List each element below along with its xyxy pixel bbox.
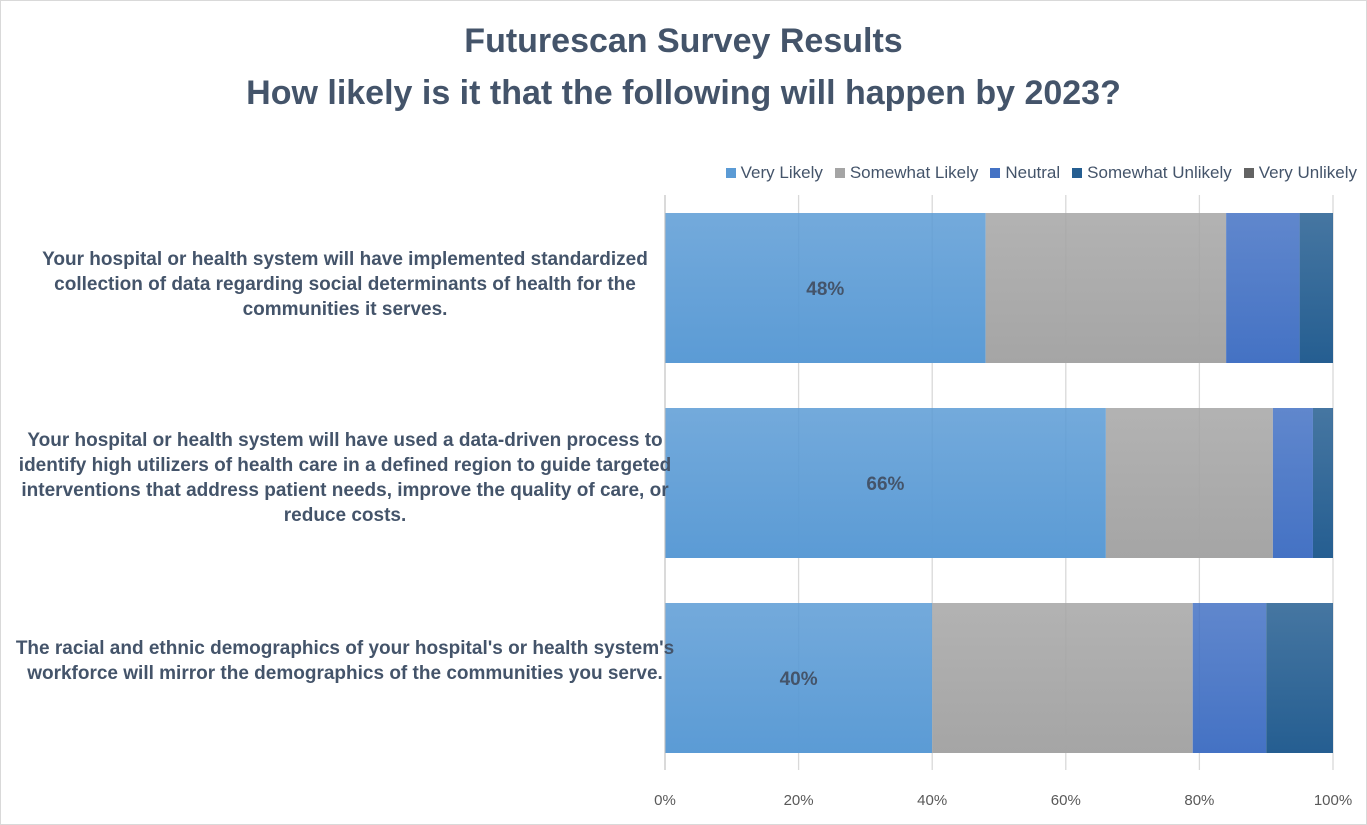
- legend-label: Very Likely: [740, 163, 823, 182]
- data-label: 40%: [780, 669, 818, 690]
- bar-segment-very-likely: [665, 213, 986, 363]
- bar-segment-neutral: [1226, 213, 1300, 363]
- legend-label: Very Unlikely: [1258, 163, 1357, 182]
- x-tick-label: 80%: [1184, 792, 1215, 809]
- legend-label: Neutral: [1005, 163, 1061, 182]
- category-label: The racial and ethnic demographics of yo…: [15, 638, 675, 684]
- chart-title: Futurescan Survey Results: [464, 22, 903, 60]
- chart-subtitle: How likely is it that the following will…: [246, 74, 1121, 112]
- x-tick-label: 20%: [783, 792, 814, 809]
- legend-swatch: [725, 168, 736, 178]
- legend-item: Very Likely: [725, 163, 823, 183]
- legend-swatch: [990, 168, 1001, 178]
- bar-segment-very-likely: [665, 603, 933, 753]
- x-tick-label: 40%: [917, 792, 948, 809]
- bar-segment-neutral: [1192, 603, 1267, 753]
- legend-label: Somewhat Unlikely: [1087, 163, 1232, 182]
- bar-segment-somewhat-likely: [985, 213, 1227, 363]
- category-label: Your hospital or health system will have…: [42, 249, 648, 320]
- x-tick-label: 60%: [1050, 792, 1081, 809]
- legend: Very Likely Somewhat Likely Neutral Somewha…: [725, 163, 1357, 183]
- bar-segment-somewhat-likely: [932, 603, 1193, 753]
- legend-swatch: [1243, 168, 1254, 178]
- legend-swatch: [1072, 168, 1083, 178]
- bar-segment-somewhat-likely: [1105, 408, 1273, 558]
- bar-segment-neutral: [1272, 408, 1313, 558]
- legend-swatch: [834, 168, 845, 178]
- legend-item: Somewhat Likely: [834, 163, 979, 183]
- bar-segment-very-likely: [665, 408, 1106, 558]
- data-label: 66%: [866, 474, 904, 495]
- legend-label: Somewhat Likely: [849, 163, 979, 182]
- bar-segment-somewhat-unlikely: [1266, 603, 1333, 753]
- bar-segment-somewhat-unlikely: [1299, 213, 1333, 363]
- x-tick-label: 100%: [1313, 792, 1353, 809]
- bar-segment-somewhat-unlikely: [1312, 408, 1333, 558]
- data-label: 48%: [806, 279, 844, 300]
- x-tick-label: 0%: [654, 792, 676, 809]
- category-label: Your hospital or health system will have…: [18, 430, 672, 526]
- legend-item: Somewhat Unlikely: [1072, 163, 1232, 183]
- legend-item: Neutral: [990, 163, 1060, 183]
- legend-item: Very Unlikely: [1243, 163, 1357, 183]
